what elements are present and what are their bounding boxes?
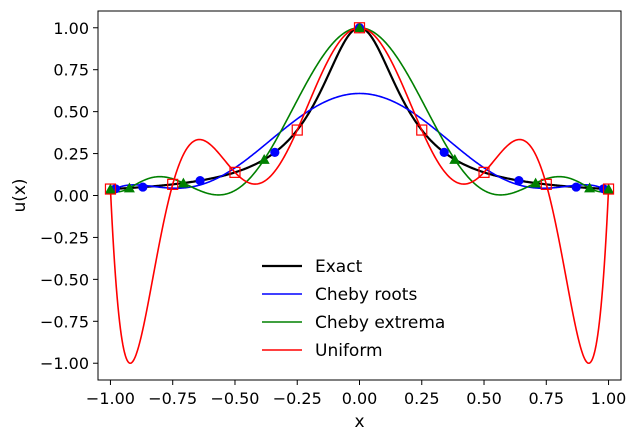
data-point-cheby-extrema xyxy=(354,22,365,33)
data-point-cheby-roots xyxy=(571,182,581,192)
series-line-cheby-extrema xyxy=(109,26,610,196)
x-tick-label: 0.50 xyxy=(466,389,502,408)
data-point-cheby-roots xyxy=(138,182,148,192)
series-markers xyxy=(104,22,615,195)
data-point-uniform xyxy=(353,22,366,34)
legend-label-exact: Exact xyxy=(315,257,363,277)
data-point-uniform xyxy=(478,166,490,178)
data-point-cheby-extrema xyxy=(123,182,135,193)
data-point-uniform xyxy=(540,178,552,190)
x-tick-label: −0.25 xyxy=(273,389,322,408)
data-point-uniform xyxy=(291,124,303,136)
legend-label-cheby-extrema: Cheby extrema xyxy=(315,313,445,333)
data-point-cheby-extrema xyxy=(258,154,270,164)
data-point-uniform xyxy=(167,178,179,190)
data-point-uniform xyxy=(416,124,428,136)
y-tick-label: −0.75 xyxy=(40,312,89,331)
y-tick-label: 0.50 xyxy=(53,103,89,122)
data-point-uniform xyxy=(602,183,615,195)
y-tick-label: 0.25 xyxy=(53,145,89,164)
data-point-cheby-extrema xyxy=(603,183,615,194)
x-axis-ticks: −1.00 −0.75 −0.50 −0.25 0.00 0.25 0.50 0.75 1.00 xyxy=(86,380,626,408)
x-tick-label: 0.00 xyxy=(342,389,378,408)
data-point-cheby-extrema xyxy=(530,177,542,188)
x-axis-label: x xyxy=(354,412,364,432)
data-point-uniform xyxy=(104,183,117,195)
y-tick-label: 1.00 xyxy=(53,19,89,38)
data-point-cheby-extrema xyxy=(584,182,596,193)
y-axis-ticks: −1.00 −0.75 −0.50 −0.25 0.00 0.25 0.50 0.75 1.00 xyxy=(40,19,98,373)
legend-label-uniform: Uniform xyxy=(315,341,383,361)
data-point-cheby-roots xyxy=(195,175,205,186)
data-point-cheby-roots xyxy=(439,147,449,157)
y-tick-label: −0.50 xyxy=(40,270,89,289)
legend-label-cheby-roots: Cheby roots xyxy=(315,285,417,305)
data-point-cheby-extrema xyxy=(449,154,461,164)
y-tick-label: 0.75 xyxy=(53,61,89,80)
legend: Exact Cheby roots Cheby extrema Uniform xyxy=(262,257,445,361)
x-tick-label: 0.75 xyxy=(528,389,564,408)
x-tick-label: −0.75 xyxy=(148,389,197,408)
x-tick-label: 1.00 xyxy=(591,389,627,408)
y-tick-label: −0.25 xyxy=(40,228,89,247)
data-point-cheby-extrema xyxy=(104,183,116,194)
y-axis-label: u(x) xyxy=(10,178,30,212)
series-line-exact xyxy=(110,26,609,191)
x-tick-label: 0.25 xyxy=(404,389,440,408)
y-tick-label: −1.00 xyxy=(40,354,89,373)
x-tick-label: −1.00 xyxy=(86,389,135,408)
data-point-uniform xyxy=(229,166,241,178)
data-point-cheby-roots xyxy=(270,147,280,157)
data-point-cheby-roots xyxy=(514,175,524,186)
x-tick-label: −0.50 xyxy=(210,389,259,408)
y-tick-label: 0.00 xyxy=(53,187,89,206)
data-point-cheby-extrema xyxy=(177,177,189,188)
series-line-cheby-roots xyxy=(110,92,609,193)
